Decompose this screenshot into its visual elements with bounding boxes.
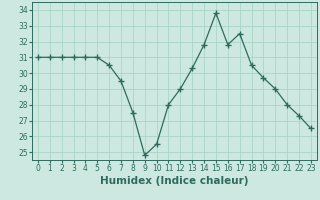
X-axis label: Humidex (Indice chaleur): Humidex (Indice chaleur) bbox=[100, 176, 249, 186]
